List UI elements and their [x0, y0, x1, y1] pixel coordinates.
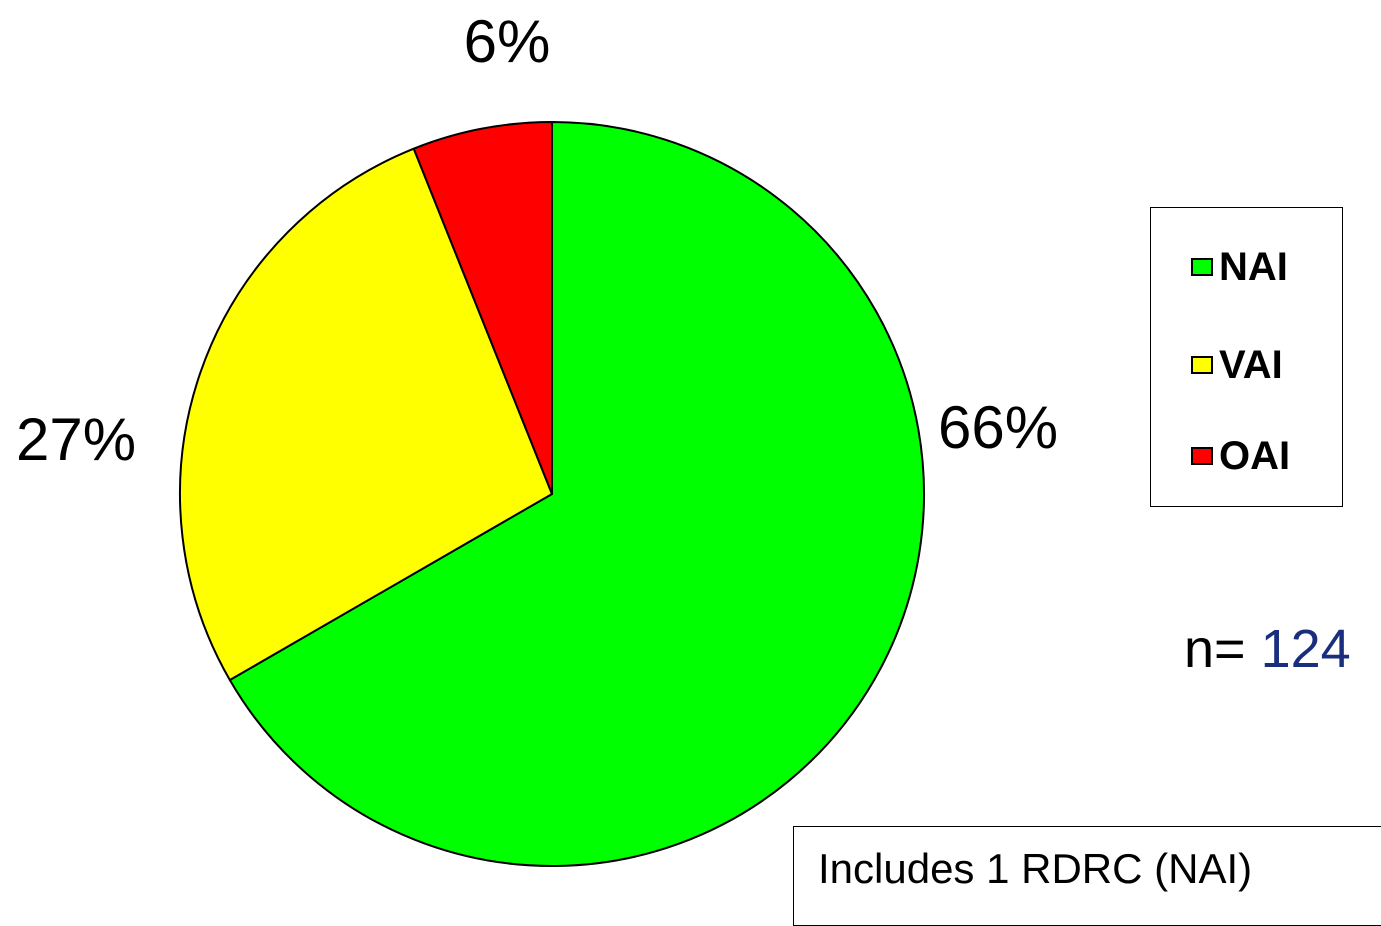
- legend-item-oai: OAI: [1191, 434, 1290, 478]
- legend-swatch-nai: [1191, 258, 1213, 276]
- legend-label-vai: VAI: [1219, 343, 1283, 387]
- legend-item-vai: VAI: [1191, 343, 1283, 387]
- footnote: Includes 1 RDRC (NAI): [793, 826, 1381, 926]
- slice-label-oai: 6%: [464, 8, 551, 75]
- legend-label-nai: NAI: [1219, 245, 1288, 289]
- slice-label-nai: 66%: [938, 394, 1058, 461]
- sample-size-prefix: n=: [1184, 619, 1246, 679]
- legend-item-nai: NAI: [1191, 245, 1288, 289]
- pie-slice-oai: [412, 121, 553, 495]
- sample-size-value: 124: [1260, 619, 1351, 679]
- pie-chart: 66% 27% 6%: [16, 8, 1058, 867]
- legend-swatch-vai: [1191, 356, 1213, 374]
- pie-slice-nai: [228, 121, 925, 867]
- sample-size: n= 124: [1184, 618, 1351, 680]
- pie-slices: [179, 121, 925, 867]
- legend: NAI VAI OAI: [1150, 207, 1343, 507]
- legend-swatch-oai: [1191, 447, 1213, 465]
- pie-labels: 66% 27% 6%: [16, 8, 1058, 473]
- pie-slice-vai: [179, 147, 553, 681]
- slice-label-vai: 27%: [16, 406, 136, 473]
- legend-label-oai: OAI: [1219, 434, 1291, 478]
